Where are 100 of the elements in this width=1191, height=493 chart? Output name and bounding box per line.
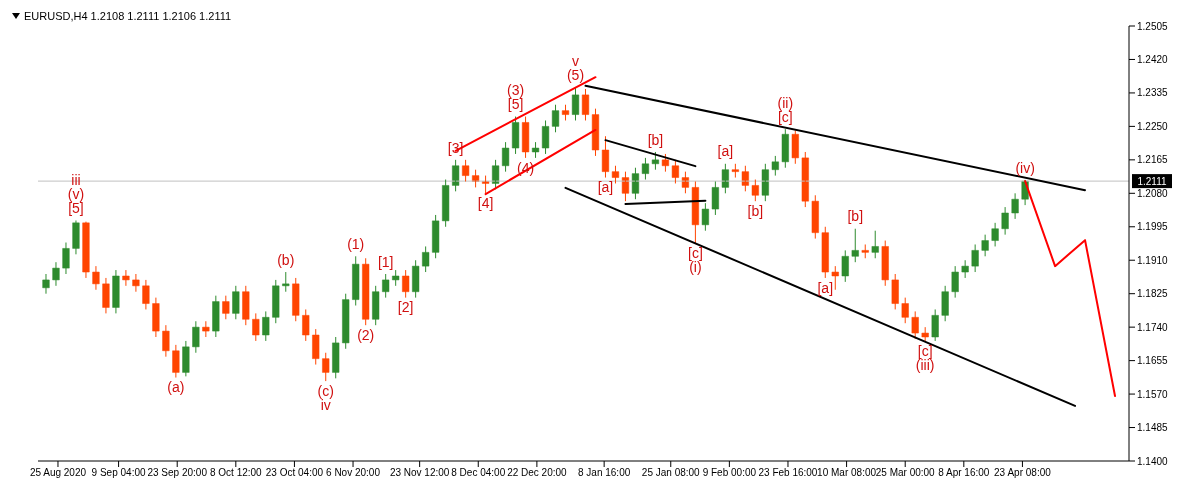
candlestick: [332, 336, 340, 379]
candlestick: [821, 226, 829, 279]
candlestick: [302, 308, 310, 342]
x-tick-label: 9 Feb 00:00: [702, 467, 757, 479]
y-tick-label: 1.1825: [1137, 288, 1169, 300]
candlestick: [252, 312, 260, 342]
x-tick-label: 6 Nov 20:00: [326, 467, 381, 479]
x-tick-label: 8 Oct 12:00: [209, 467, 263, 479]
annotation: (5): [566, 66, 585, 83]
candlestick: [671, 159, 679, 184]
x-tick-label: 22 Dec 20:00: [507, 467, 568, 479]
annotation: [c]: [917, 343, 933, 360]
y-tick-label: 1.2335: [1137, 87, 1169, 99]
candlestick: [402, 269, 410, 299]
annotation: (iii): [915, 357, 935, 374]
candlestick: [851, 228, 859, 263]
y-tick-label: 1.2165: [1137, 154, 1169, 166]
candlestick: [691, 181, 699, 245]
x-tick-label: 23 Oct 04:00: [265, 467, 324, 479]
y-tick-label: 1.2080: [1137, 187, 1169, 199]
candlestick: [731, 163, 739, 179]
x-tick-label: 9 Sep 04:00: [91, 467, 146, 479]
annotation: [1]: [377, 253, 394, 270]
candlestick: [931, 308, 939, 342]
annotation: [a]: [597, 179, 614, 196]
candlestick: [781, 128, 789, 169]
annotation: [b]: [647, 131, 664, 148]
annotation: [b]: [847, 208, 864, 225]
candlestick: [881, 240, 889, 287]
candlestick: [462, 159, 470, 182]
annotation: (c): [317, 382, 334, 399]
candlestick: [601, 135, 610, 179]
y-tick-label: 1.1995: [1137, 221, 1169, 233]
candlestick: [551, 104, 560, 133]
candlestick: [432, 214, 440, 259]
x-tick-label: 25 Jan 08:00: [641, 467, 701, 479]
y-tick-label: 1.1655: [1137, 355, 1169, 367]
annotation: (a): [167, 379, 185, 396]
candlestick: [801, 151, 809, 208]
candlestick: [921, 326, 929, 342]
annotation: (iv): [1015, 159, 1035, 176]
annotation: iii: [71, 172, 81, 189]
x-tick-label: 8 Apr 16:00: [938, 467, 990, 479]
annotation: [2]: [397, 299, 414, 316]
annotation: [c]: [688, 245, 703, 262]
y-tick-label: 1.1570: [1137, 388, 1169, 400]
candlestick: [262, 310, 270, 342]
x-tick-label: 8 Dec 04:00: [451, 467, 506, 479]
candlestick: [282, 271, 290, 293]
candlestick: [701, 202, 709, 232]
candlestick: [52, 261, 60, 287]
candlestick: [521, 116, 530, 159]
annotation: (b): [277, 251, 295, 268]
x-tick-label: 25 Mar 00:00: [875, 467, 936, 479]
candlestick: [841, 249, 849, 283]
annotation: (3): [507, 82, 525, 99]
candlestick: [751, 179, 759, 202]
candlestick: [611, 165, 620, 184]
candlestick: [761, 163, 769, 202]
candlestick: [871, 230, 879, 259]
candlestick: [961, 259, 969, 279]
candlestick: [212, 295, 220, 338]
x-tick-label: 25 Aug 2020: [29, 467, 87, 479]
annotation: [3]: [447, 139, 464, 156]
candlestick: [272, 279, 280, 324]
x-tick-label: 23 Feb 16:00: [758, 467, 818, 479]
annotation: (2): [357, 326, 375, 343]
y-tick-label: 1.1400: [1137, 455, 1169, 467]
candlestick: [641, 157, 650, 181]
y-tick-label: 1.1740: [1137, 321, 1169, 333]
annotation: [b]: [747, 202, 764, 219]
candlestick: [941, 285, 949, 322]
candlestick: [372, 285, 380, 326]
annotation: (v): [67, 186, 85, 203]
candlestick: [861, 243, 869, 259]
x-tick-label: 23 Nov 12:00: [389, 467, 450, 479]
x-tick-label: 23 Apr 08:00: [994, 467, 1052, 479]
annotation: [a]: [717, 143, 734, 160]
candlestick: [362, 257, 370, 326]
chart-title: EURUSD,H4 1.2108 1.2111 1.2106 1.2111: [24, 10, 232, 22]
y-tick-label: 1.2505: [1137, 20, 1169, 32]
candlestick: [951, 265, 959, 299]
candlestick: [392, 269, 400, 287]
candlestick: [811, 194, 819, 240]
candlestick: [352, 255, 360, 306]
annotation: v: [572, 52, 580, 69]
candlestick: [422, 245, 430, 273]
candlestick: [911, 310, 919, 340]
y-tick-label: 1.1910: [1137, 254, 1169, 266]
candlestick: [222, 295, 230, 320]
candlestick: [791, 129, 799, 165]
y-tick-label: 1.1485: [1137, 422, 1169, 434]
ref-line-label: 1.2111: [1137, 176, 1167, 188]
x-tick-label: 23 Sep 20:00: [147, 467, 208, 479]
candlestick: [511, 116, 520, 155]
candlestick: [242, 285, 250, 326]
annotation: [4]: [477, 195, 494, 212]
candlestick: [322, 352, 330, 382]
candlestick: [232, 285, 240, 320]
candlestick: [132, 273, 140, 293]
